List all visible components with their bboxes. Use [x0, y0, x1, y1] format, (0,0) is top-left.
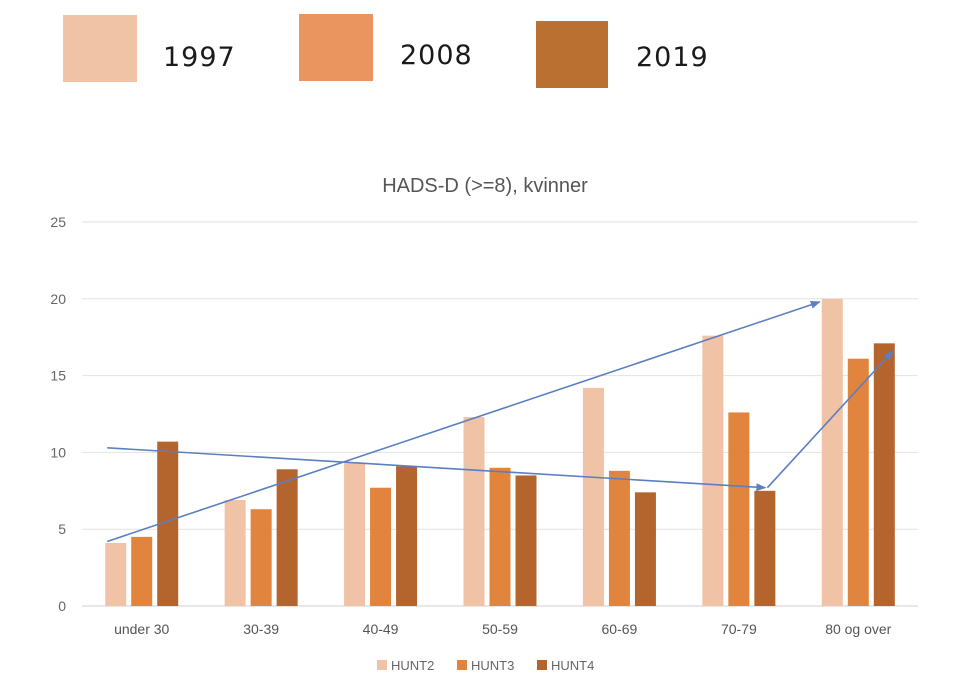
- bar-hunt3-5: [728, 412, 750, 606]
- bar-hunt4-1: [276, 469, 298, 606]
- trend-arrow-2: [107, 446, 767, 492]
- y-tick-label: 0: [58, 598, 66, 614]
- legend-swatch-hunt4: [537, 660, 547, 670]
- y-tick-label: 25: [50, 214, 66, 230]
- x-tick-label: 40-49: [363, 621, 399, 637]
- y-axis: 0 5 10 15 20 25: [50, 214, 66, 614]
- legend-swatch-2019: [536, 21, 608, 88]
- bar-hunt2-5: [702, 335, 724, 606]
- bar-hunt2-1: [224, 500, 246, 606]
- bar-hunt4-6: [873, 343, 895, 606]
- bar-chart: HADS-D (>=8), kvinner 0 5 10 15 20 25 under 3…: [50, 175, 918, 673]
- legend-swatch-hunt2: [377, 660, 387, 670]
- bar-hunt4-0: [157, 441, 179, 606]
- gridlines: [82, 221, 918, 607]
- bar-hunt4-4: [634, 492, 656, 606]
- bar-hunt4-5: [754, 490, 776, 606]
- bar-hunt3-6: [847, 358, 869, 606]
- x-tick-label: under 30: [114, 621, 169, 637]
- bar-hunt2-6: [821, 298, 843, 606]
- bar-hunt2-0: [105, 543, 127, 606]
- bar-hunt3-3: [489, 467, 511, 606]
- bar-hunt3-4: [608, 470, 630, 606]
- bar-hunt3-1: [250, 509, 272, 606]
- bar-hunt4-3: [515, 475, 537, 606]
- trend-arrow-1: [106, 300, 821, 543]
- legend-label-hunt4: HUNT4: [551, 658, 594, 673]
- x-tick-label: 70-79: [721, 621, 757, 637]
- x-tick-label: 50-59: [482, 621, 518, 637]
- y-tick-label: 20: [50, 291, 66, 307]
- bar-hunt2-3: [463, 417, 485, 606]
- bar-hunt2-4: [582, 387, 604, 606]
- x-tick-label: 60-69: [602, 621, 638, 637]
- x-tick-label: 80 og over: [825, 621, 891, 637]
- x-axis: under 30 30-39 40-49 50-59 60-69 70-79 80 og o…: [114, 621, 892, 637]
- x-tick-label: 30-39: [243, 621, 279, 637]
- legend-label-hunt2: HUNT2: [391, 658, 434, 673]
- trend-arrow-3: [766, 350, 894, 489]
- series-legend: HUNT2 HUNT3 HUNT4: [377, 658, 594, 673]
- legend-label-1997: 1997: [163, 42, 236, 73]
- bars: [105, 298, 895, 606]
- legend-label-hunt3: HUNT3: [471, 658, 514, 673]
- bar-hunt2-2: [344, 463, 366, 606]
- top-legend: 1997 2008 2019: [0, 0, 960, 110]
- bar-hunt3-0: [131, 536, 153, 606]
- y-tick-label: 10: [50, 444, 66, 460]
- trend-arrows: [106, 300, 894, 543]
- y-tick-label: 15: [50, 368, 66, 384]
- y-tick-label: 5: [58, 521, 66, 537]
- bar-hunt4-2: [396, 466, 418, 606]
- legend-label-2019: 2019: [636, 42, 709, 73]
- legend-swatch-1997: [63, 15, 137, 82]
- chart-title: HADS-D (>=8), kvinner: [382, 175, 588, 197]
- legend-label-2008: 2008: [400, 40, 473, 71]
- legend-swatch-2008: [299, 14, 373, 81]
- legend-swatch-hunt3: [457, 660, 467, 670]
- bar-hunt3-2: [370, 487, 392, 606]
